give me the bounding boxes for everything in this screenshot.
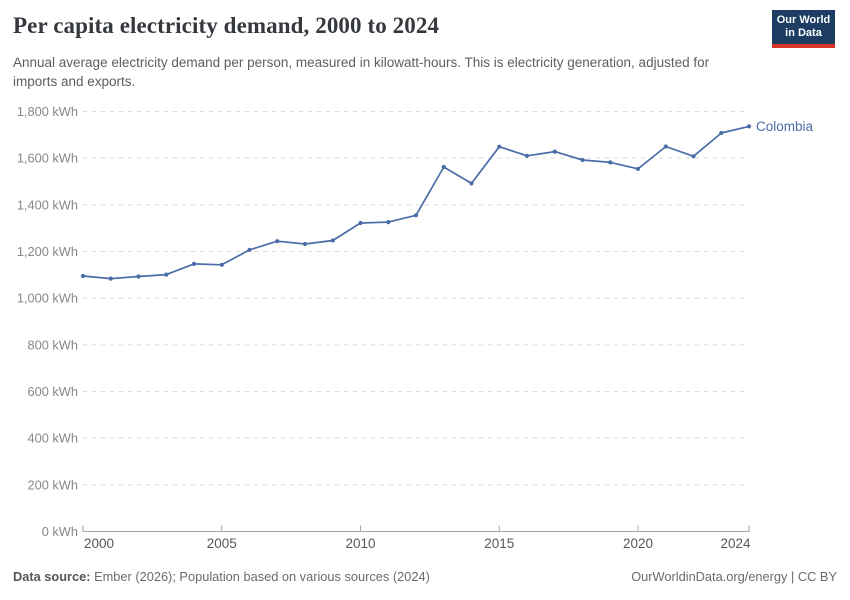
data-point[interactable] — [358, 220, 363, 226]
x-tick-label: 2024 — [720, 536, 751, 551]
data-point[interactable] — [80, 273, 86, 279]
data-point[interactable] — [524, 153, 530, 158]
data-point[interactable] — [469, 181, 474, 186]
data-point[interactable] — [219, 262, 224, 267]
entity-label[interactable]: Colombia — [756, 119, 814, 134]
data-point[interactable] — [275, 239, 280, 244]
data-point[interactable] — [386, 220, 391, 225]
data-point[interactable] — [191, 261, 197, 266]
y-tick-label: 1,800 kWh — [17, 104, 78, 119]
data-source-note: Data source: Ember (2026); Population ba… — [13, 569, 430, 584]
data-point[interactable] — [719, 130, 724, 136]
y-tick-label: 1,200 kWh — [17, 244, 78, 259]
chart-footer: Data source: Ember (2026); Population ba… — [13, 569, 837, 584]
data-point[interactable] — [608, 160, 613, 165]
owid-logo-line1: Our World — [776, 14, 831, 26]
y-tick-label: 400 kWh — [27, 431, 78, 446]
data-point[interactable] — [108, 276, 113, 281]
data-point[interactable] — [247, 247, 252, 252]
x-tick-label: 2020 — [623, 536, 653, 551]
y-tick-label: 1,600 kWh — [17, 151, 78, 166]
chart-subtitle: Annual average electricity demand per pe… — [13, 55, 710, 90]
data-point[interactable] — [497, 144, 502, 149]
data-point[interactable] — [164, 272, 169, 277]
data-point[interactable] — [413, 213, 419, 218]
data-point[interactable] — [552, 149, 557, 154]
x-tick-label: 2015 — [484, 536, 514, 551]
page-title: Per capita electricity demand, 2000 to 2… — [13, 13, 440, 38]
y-tick-label: 1,400 kWh — [17, 197, 78, 212]
owid-logo[interactable]: Our World in Data — [772, 10, 835, 48]
y-tick-label: 600 kWh — [27, 384, 78, 399]
data-point[interactable] — [663, 144, 668, 149]
data-source-text: Ember (2026); Population based on variou… — [90, 569, 430, 584]
owid-logo-line2: in Data — [785, 26, 822, 39]
data-point[interactable] — [635, 166, 641, 171]
x-tick-label: 2010 — [345, 536, 375, 551]
y-tick-label: 800 kWh — [27, 337, 78, 352]
data-point[interactable] — [441, 164, 446, 170]
x-tick-label: 2005 — [207, 536, 237, 551]
trend-line[interactable] — [82, 125, 750, 280]
y-tick-label: 200 kWh — [27, 477, 78, 492]
x-tick-label: 2000 — [84, 536, 114, 551]
data-point[interactable] — [136, 274, 141, 279]
credit-link[interactable]: OurWorldinData.org/energy | CC BY — [631, 569, 837, 584]
data-point[interactable] — [580, 157, 585, 163]
data-point[interactable] — [691, 154, 696, 159]
data-point[interactable] — [302, 241, 308, 247]
y-tick-label: 0 kWh — [42, 524, 78, 539]
y-tick-label: 1,000 kWh — [17, 291, 78, 306]
data-point[interactable] — [746, 124, 752, 129]
data-source-label: Data source: — [13, 569, 91, 584]
data-point[interactable] — [330, 238, 335, 243]
